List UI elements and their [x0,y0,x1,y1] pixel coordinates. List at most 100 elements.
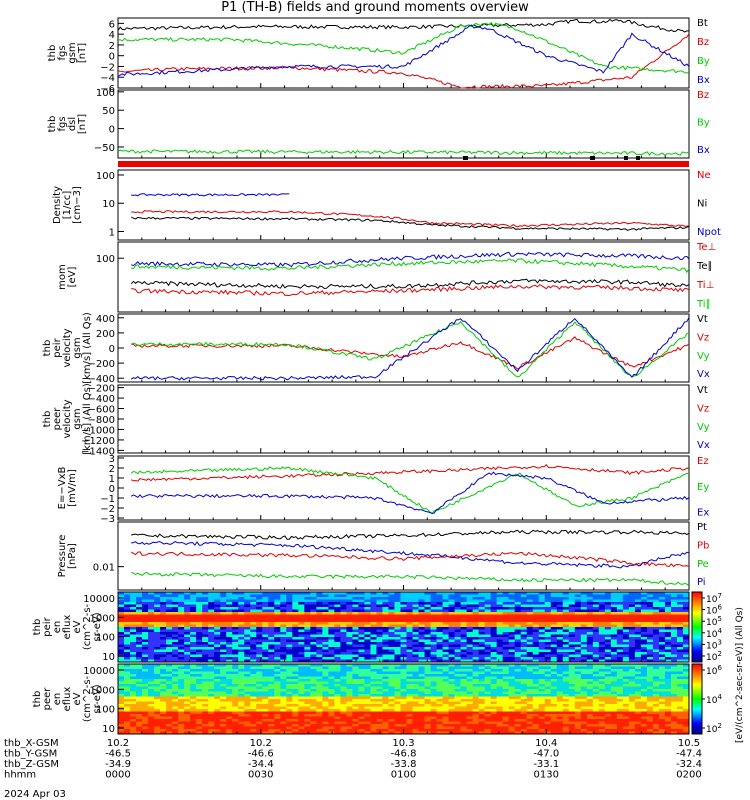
y-tick-label: 0 [109,125,115,136]
y-axis-label: sr-eV) [92,684,103,713]
footer-value: 10.4 [535,738,557,749]
legend-entry: Pi [697,577,706,588]
y-tick-label: 100 [96,633,115,644]
panel-peir-flux: 10000 1000 100 10 thb peir en eflux eV (cm^2-s-sr… [32,591,690,663]
y-tick-label: 10 [102,199,115,210]
y-tick-label: 4 [109,30,115,41]
footer-value: 0100 [391,770,416,781]
y-axis-label: Density [52,186,63,224]
series-Te⊥ [131,284,690,297]
series-By [117,149,690,156]
page-title: P1 (TH-B) fields and ground moments over… [221,0,529,15]
status-bar-red [118,161,689,167]
legend-entry: Vy [697,422,710,433]
y-axis-label: thb [42,340,53,357]
legend-entry: Te⊥ [696,242,716,253]
y-tick-label: −1 [100,494,115,505]
y-axis-label: (cm^2-s- [82,675,93,722]
colorbar-tick-label: 102 [706,722,722,735]
y-axis-label: [cm−3] [72,186,83,224]
y-axis-label: eV [72,620,83,633]
legend-entry: Ne [697,170,711,181]
y-tick-label: 6 [109,19,115,30]
y-axis-label: velocity [62,328,73,367]
y-tick-label: 2 [109,41,115,52]
legend-entry: Pt [697,522,707,533]
y-axis-label: peer [42,687,53,711]
y-axis-label: thb [47,116,58,133]
series-Pe [131,571,690,587]
y-tick-label: −4 [100,73,115,84]
footer-row-label: thb_Z-GSM [4,759,59,770]
legend-entry: Vt [697,314,708,325]
panel-peer-flux: 10000 1000 100 10 thb peer en eflux eV (cm^2-s-sr… [32,663,690,735]
y-tick-label: −2 [100,62,115,73]
series-Ex [130,471,690,514]
y-tick-label: −1200 [81,436,115,447]
y-tick-label: −1400 [81,446,115,457]
series-Vz [131,336,690,370]
y-tick-label: 100 [96,171,115,182]
series-Vx [130,317,690,381]
y-axis-label: thb [42,411,53,428]
y-axis-label: [nT] [77,43,88,63]
footer-value: -46.8 [391,749,417,760]
y-tick-label: −2 [100,504,115,515]
y-axis-label: eV [72,692,83,705]
y-axis-label: thb [47,45,58,62]
legend-entry: Bx [697,145,710,156]
footer-value: 0200 [676,770,701,781]
footer-value: -47.4 [676,749,702,760]
legend-entry: Vy [697,351,710,362]
colorbar-tick-label: 105 [706,615,722,628]
y-tick-label: 0 [109,344,115,355]
footer-row-label: thb_Y-GSM [4,749,57,760]
footer-value: -46.6 [248,749,274,760]
footer-value: -34.9 [105,759,131,770]
y-axis-label: eflux [62,615,73,640]
footer-ephemeris: thb_X-GSM 10.2 10.2 10.3 10.4 10.5 thb_Y-GSM -4… [4,738,702,781]
colorbar-tick-label: 106 [706,664,722,677]
y-axis-label: peir [42,616,53,636]
y-tick-label: 0 [109,484,115,495]
y-tick-label: −400 [88,394,115,405]
y-tick-label: −400 [88,374,115,385]
y-tick-label: 100 [96,254,115,265]
colorbar-2: 106 104 102 [691,663,722,735]
y-axis-label: [km/s] (All Qs) [82,383,93,455]
series-Te∥ [130,278,690,290]
legend-entry: Ni [697,199,707,210]
y-tick-label: 100 [96,88,115,99]
footer-value: 0130 [534,770,559,781]
series-Ne [131,210,690,228]
legend-entry: Vz [697,332,709,343]
footer-date: 2024 Apr 03 [4,789,66,800]
y-axis-label: mom [57,264,68,290]
y-axis-label: en [52,693,63,706]
series-By [117,21,690,74]
y-axis-label: thb [32,691,43,708]
series-Ez [130,463,690,482]
y-axis-label: thb [32,619,43,636]
y-tick-label: 2 [109,464,115,475]
legend-entry: Ti∥ [696,299,711,310]
y-axis-label: Pressure [57,535,68,578]
y-tick-label: −200 [88,384,115,395]
footer-value: -33.1 [533,759,559,770]
y-tick-label: 10 [102,724,115,735]
panel-peer-vel: −200−400−600−800−1000−1200−1400 thb peer ve… [42,383,710,457]
legend-entry: Ey [697,482,709,493]
series-Pi [131,540,690,569]
legend-entry: Vz [697,403,709,414]
footer-value: -32.4 [676,759,702,770]
footer-row-label: hhmm [4,770,36,781]
legend-entry: Te∥ [696,261,713,272]
y-axis-label: sr-eV) [92,612,103,641]
footer-value: 10.2 [107,738,129,749]
y-axis-label: velocity [62,399,73,438]
y-tick-label: −800 [88,415,115,426]
y-tick-label: 100 [96,705,115,716]
